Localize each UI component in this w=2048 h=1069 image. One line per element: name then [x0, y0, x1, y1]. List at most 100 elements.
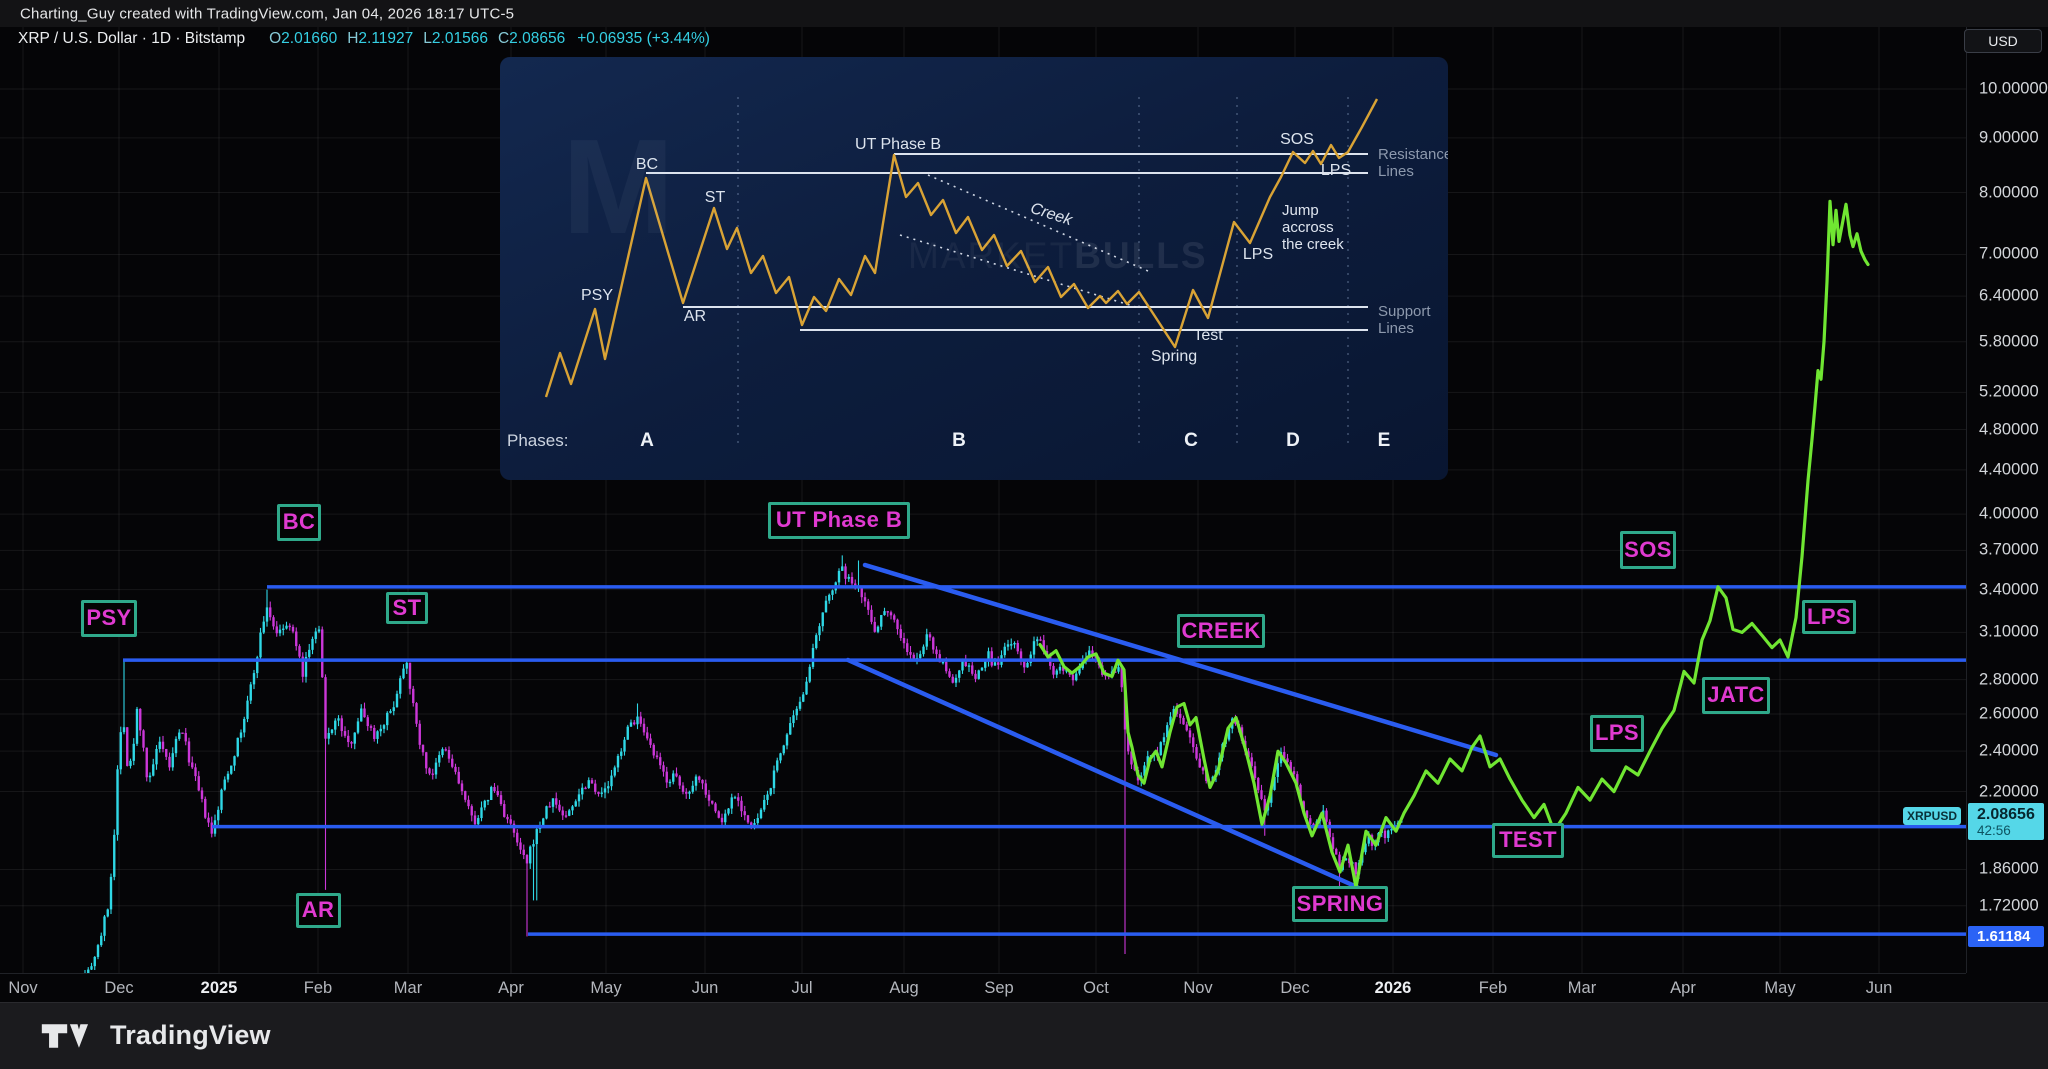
time-label-month: Feb — [303, 979, 333, 997]
phase-letter-e: E — [1377, 430, 1391, 451]
price-tick: 3.10000 — [1979, 622, 2039, 641]
phase-letter-b: B — [952, 430, 966, 451]
change-value: +0.06935 (+3.44%) — [577, 30, 710, 47]
price-tick: 3.40000 — [1979, 580, 2039, 599]
time-label-year: 2026 — [1374, 979, 1412, 997]
price-tick: 1.86000 — [1979, 859, 2039, 878]
time-label-month: Feb — [1478, 979, 1508, 997]
schematic-label-ut-phase-b: UT Phase B — [855, 136, 941, 153]
price-tick: 3.70000 — [1979, 540, 2039, 559]
phase-letter-c: C — [1184, 430, 1198, 451]
wyckoff-label-test[interactable]: TEST — [1492, 822, 1564, 858]
wyckoff-label-spring[interactable]: SPRING — [1292, 886, 1388, 922]
price-tick: 2.60000 — [1979, 704, 2039, 723]
time-label-month: Apr — [498, 979, 524, 997]
ohlc-value: 2.08656 — [509, 30, 566, 47]
bar-countdown: 42:56 — [1977, 823, 2011, 839]
price-tick: 4.00000 — [1979, 504, 2039, 523]
symbol-title[interactable]: XRP / U.S. Dollar · 1D · Bitstamp — [18, 30, 246, 47]
ohlc-label: L — [423, 30, 432, 47]
wyckoff-label-creek[interactable]: CREEK — [1177, 614, 1265, 648]
time-label-year: 2025 — [200, 979, 238, 997]
schematic-label-psy: PSY — [580, 287, 614, 304]
price-tick: 6.40000 — [1979, 286, 2039, 305]
ohlc-value: 2.01660 — [281, 30, 338, 47]
credit-text: Charting_Guy created with TradingView.co… — [20, 5, 515, 22]
wyckoff-label-lps[interactable]: LPS — [1590, 714, 1644, 752]
wyckoff-label-psy[interactable]: PSY — [81, 599, 137, 637]
time-axis[interactable]: Nov Dec 2025 Feb Mar Apr May Jun Jul Aug Sep Oct Nov… — [0, 973, 1966, 1003]
time-label-month: Jun — [1865, 979, 1893, 997]
symbol-bar[interactable]: XRP / U.S. Dollar · 1D · Bitstamp O2.0166… — [18, 30, 710, 50]
time-label-month: Apr — [1670, 979, 1696, 997]
schematic-label-sos: SOS — [1280, 131, 1314, 148]
wyckoff-label-bc[interactable]: BC — [277, 503, 321, 541]
tradingview-logo-text: TradingView — [110, 1020, 271, 1050]
wyckoff-label-lps[interactable]: LPS — [1802, 600, 1856, 634]
ohlc-values: O2.01660 H2.11927 L2.01566 C2.08656 — [259, 30, 565, 47]
time-label-month: Dec — [1280, 979, 1310, 997]
time-label-month: Jul — [791, 979, 813, 997]
price-tick: 1.72000 — [1979, 896, 2039, 915]
wyckoff-label-jatc[interactable]: JATC — [1702, 676, 1770, 714]
tradingview-logo[interactable]: TradingView — [40, 1020, 271, 1051]
level-price-badge: 1.61184 — [1968, 925, 2044, 947]
schematic-drawing — [544, 97, 1379, 449]
price-tick: 2.40000 — [1979, 741, 2039, 760]
current-price-badge: 2.08656 42:56 — [1968, 803, 2044, 841]
credit-bar: Charting_Guy created with TradingView.co… — [0, 0, 2048, 27]
time-label-month: Nov — [8, 979, 38, 997]
time-label-month: Oct — [1083, 979, 1109, 997]
price-tick: 10.00000 — [1979, 79, 2048, 98]
schematic-note-resistance: Resistance Lines — [1378, 146, 1448, 180]
price-tick: 2.80000 — [1979, 670, 2039, 689]
schematic-label-spring: Spring — [1150, 348, 1198, 365]
schematic-note-support: Support Lines — [1378, 303, 1431, 337]
time-label-month: Dec — [104, 979, 134, 997]
footer-bar: TradingView — [0, 1002, 2048, 1069]
watermark-logo: M — [562, 111, 675, 262]
ohlc-label: C — [497, 30, 510, 47]
time-label-month: May — [1764, 979, 1796, 997]
price-tick: 4.80000 — [1979, 420, 2039, 439]
schematic-label-lps: LPS — [1320, 162, 1352, 179]
price-tick: 9.00000 — [1979, 128, 2039, 147]
symbol-name-tag: XRPUSD — [1903, 807, 1961, 826]
watermark-text: MARKETBULLS — [908, 235, 1208, 276]
time-label-month: Mar — [1567, 979, 1597, 997]
schematic-note-jump: Jump accross the creek — [1282, 202, 1344, 253]
phases-title: Phases: — [507, 431, 569, 450]
schematic-label-lps: LPS — [1242, 246, 1274, 263]
schematic-label-st: ST — [704, 189, 726, 206]
price-tick: 5.80000 — [1979, 332, 2039, 351]
currency-button[interactable]: USD — [1964, 29, 2042, 53]
time-label-month: Jun — [691, 979, 719, 997]
price-tick: 5.20000 — [1979, 382, 2039, 401]
price-tick: 7.00000 — [1979, 244, 2039, 263]
price-axis[interactable]: USD 10.00000 9.00000 8.00000 7.00000 6.40000… — [1964, 27, 2048, 973]
schematic-label-test: Test — [1193, 327, 1223, 344]
wyckoff-schematic-inset[interactable]: M MARKETBULLS PSY BC AR ST UT Phase B Creek Sp… — [500, 57, 1448, 480]
wyckoff-label-sos[interactable]: SOS — [1620, 531, 1676, 569]
ohlc-value: 2.01566 — [431, 30, 488, 47]
projection-line — [1038, 199, 1870, 889]
time-label-month: Nov — [1183, 979, 1213, 997]
time-label-month: Mar — [393, 979, 423, 997]
price-tick: 4.40000 — [1979, 460, 2039, 479]
ohlc-value: 2.11927 — [358, 30, 414, 47]
ohlc-label: H — [347, 30, 359, 47]
tradingview-logo-icon — [41, 1023, 89, 1048]
time-label-month: May — [590, 979, 622, 997]
phase-letter-a: A — [640, 430, 654, 451]
schematic-zigzag — [544, 98, 1379, 398]
wyckoff-label-ar[interactable]: AR — [295, 892, 341, 928]
phase-letter-d: D — [1286, 430, 1300, 451]
drawing-lines — [123, 562, 1966, 936]
wyckoff-label-st[interactable]: ST — [386, 592, 428, 624]
time-label-month: Aug — [889, 979, 919, 997]
wyckoff-label-ut-phase-b[interactable]: UT Phase B — [768, 501, 910, 539]
current-price-value: 2.08656 — [1977, 806, 2035, 824]
schematic-label-ar: AR — [683, 308, 707, 325]
schematic-label-bc: BC — [635, 156, 659, 173]
time-label-month: Sep — [984, 979, 1014, 997]
